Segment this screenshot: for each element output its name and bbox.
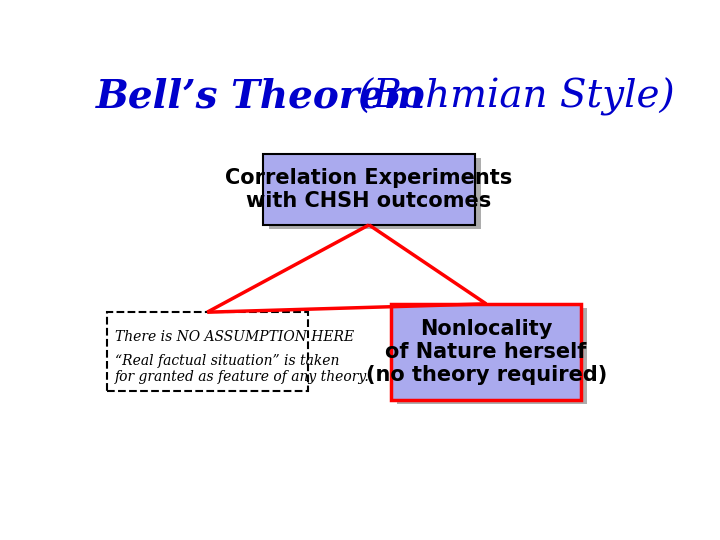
FancyBboxPatch shape	[269, 158, 481, 229]
FancyBboxPatch shape	[263, 154, 475, 225]
FancyBboxPatch shape	[392, 304, 581, 400]
Text: (Bohmian Style): (Bohmian Style)	[358, 77, 675, 116]
FancyBboxPatch shape	[397, 308, 587, 404]
Text: There is NO ASSUMPTION HERE: There is NO ASSUMPTION HERE	[115, 330, 354, 345]
FancyBboxPatch shape	[107, 312, 307, 391]
Text: “Real factual situation” is taken
for granted as feature of any theory.: “Real factual situation” is taken for gr…	[115, 354, 370, 384]
Text: Nonlocality
of Nature herself
(no theory required): Nonlocality of Nature herself (no theory…	[366, 319, 607, 385]
Text: Bell’s Theorem: Bell’s Theorem	[96, 77, 426, 115]
Text: Correlation Experiments
with CHSH outcomes: Correlation Experiments with CHSH outcom…	[225, 168, 513, 211]
